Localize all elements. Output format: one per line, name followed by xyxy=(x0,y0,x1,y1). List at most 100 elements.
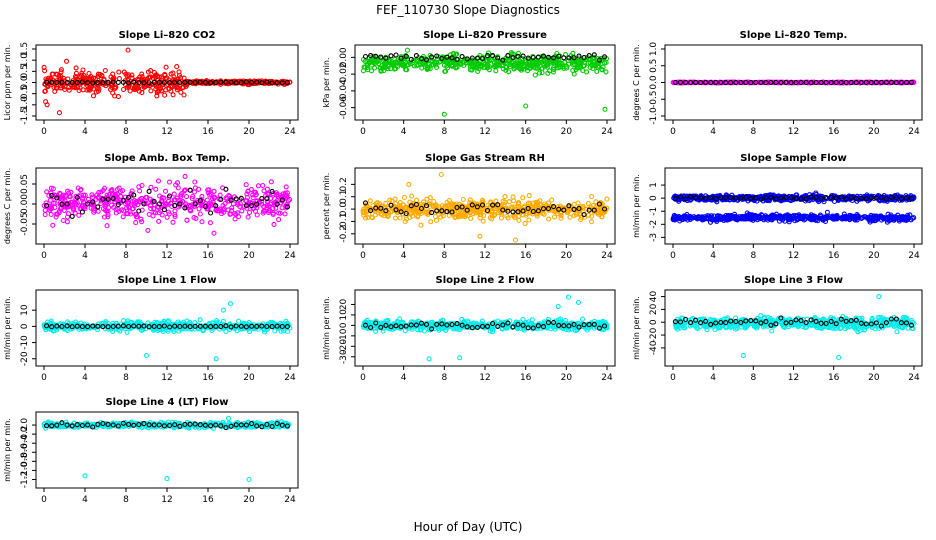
data-point xyxy=(109,188,115,194)
hourly-point xyxy=(903,195,910,201)
data-point xyxy=(368,62,374,68)
data-point xyxy=(164,214,170,220)
hourly-point xyxy=(362,200,369,206)
x-tick-label: 8 xyxy=(123,251,129,261)
x-tick-label: 16 xyxy=(202,373,214,383)
data-point xyxy=(118,193,124,199)
x-tick-label: 8 xyxy=(441,127,447,137)
data-point xyxy=(532,60,539,66)
data-point xyxy=(414,63,420,69)
data-point xyxy=(776,213,782,219)
data-point xyxy=(77,79,83,85)
data-point xyxy=(755,196,761,202)
hourly-point xyxy=(535,54,541,60)
data-point xyxy=(579,316,586,322)
data-point xyxy=(175,185,181,191)
data-point xyxy=(192,185,198,191)
hourly-point xyxy=(768,79,774,86)
hourly-point xyxy=(156,79,162,85)
data-point xyxy=(402,59,408,65)
data-point xyxy=(193,215,199,221)
data-point xyxy=(719,216,725,222)
hourly-point xyxy=(753,79,759,86)
data-point xyxy=(80,87,86,93)
hourly-point xyxy=(838,79,844,86)
hourly-point xyxy=(505,53,511,59)
hourly-point xyxy=(44,202,50,209)
hourly-point xyxy=(803,79,809,86)
outlier-point xyxy=(44,102,50,108)
data-point xyxy=(133,220,139,226)
data-point xyxy=(135,202,141,208)
data-point xyxy=(539,59,545,65)
x-tick-label: 4 xyxy=(82,373,88,383)
data-point xyxy=(66,194,72,200)
data-point xyxy=(434,64,440,70)
hourly-point xyxy=(908,195,915,201)
hourly-point xyxy=(218,79,224,85)
data-point xyxy=(146,211,152,217)
data-point xyxy=(460,196,466,203)
x-tick-label: 8 xyxy=(123,373,129,383)
hourly-point xyxy=(74,80,80,86)
hourly-point xyxy=(413,53,419,59)
y-tick-label: 0.5 xyxy=(649,59,659,73)
hourly-point xyxy=(274,201,280,207)
data-point xyxy=(571,71,577,77)
x-tick-label: 8 xyxy=(750,251,756,261)
data-point xyxy=(604,196,610,202)
hourly-point xyxy=(79,209,85,215)
hourly-point xyxy=(182,205,188,211)
data-point xyxy=(744,210,750,216)
data-point xyxy=(166,179,173,185)
data-point xyxy=(207,220,213,226)
data-point xyxy=(766,195,772,201)
hourly-point xyxy=(368,53,374,59)
data-point xyxy=(166,211,172,217)
data-point xyxy=(493,68,499,74)
y-tick-label: -1.0 xyxy=(649,107,659,125)
hourly-point xyxy=(100,80,106,86)
hourly-point xyxy=(683,196,689,202)
data-point xyxy=(101,214,108,220)
plot-frame xyxy=(664,167,923,245)
hourly-point xyxy=(576,205,582,212)
hourly-point xyxy=(454,56,460,62)
data-point xyxy=(73,65,79,71)
data-point xyxy=(763,214,769,220)
data-point xyxy=(388,209,394,215)
y-tick-label: -1 xyxy=(649,207,659,216)
hourly-point xyxy=(403,210,409,217)
data-point xyxy=(685,79,691,85)
data-point xyxy=(873,214,879,220)
hourly-point xyxy=(793,195,799,202)
hourly-point xyxy=(848,79,854,86)
data-point xyxy=(806,214,813,220)
data-point xyxy=(673,214,679,220)
hourly-point xyxy=(530,54,536,61)
data-point xyxy=(245,214,251,220)
data-point xyxy=(254,212,260,218)
data-point xyxy=(148,206,154,212)
x-tick-label: 12 xyxy=(161,251,172,261)
data-point xyxy=(48,204,55,211)
data-point xyxy=(817,212,823,218)
data-point xyxy=(427,203,433,210)
data-point xyxy=(155,178,162,184)
x-tick-label: 0 xyxy=(41,127,47,137)
data-point xyxy=(42,212,48,218)
data-point xyxy=(361,64,367,70)
data-point xyxy=(148,184,154,190)
data-point xyxy=(800,214,806,220)
data-point xyxy=(469,67,475,73)
data-point xyxy=(183,194,190,200)
data-point xyxy=(226,192,232,199)
hourly-point xyxy=(202,203,208,210)
data-point xyxy=(154,90,160,96)
hourly-point xyxy=(843,196,849,202)
data-point xyxy=(84,82,90,88)
hourly-point xyxy=(718,79,724,86)
data-point xyxy=(364,59,370,65)
data-point xyxy=(159,197,165,203)
hourly-point xyxy=(95,204,101,210)
